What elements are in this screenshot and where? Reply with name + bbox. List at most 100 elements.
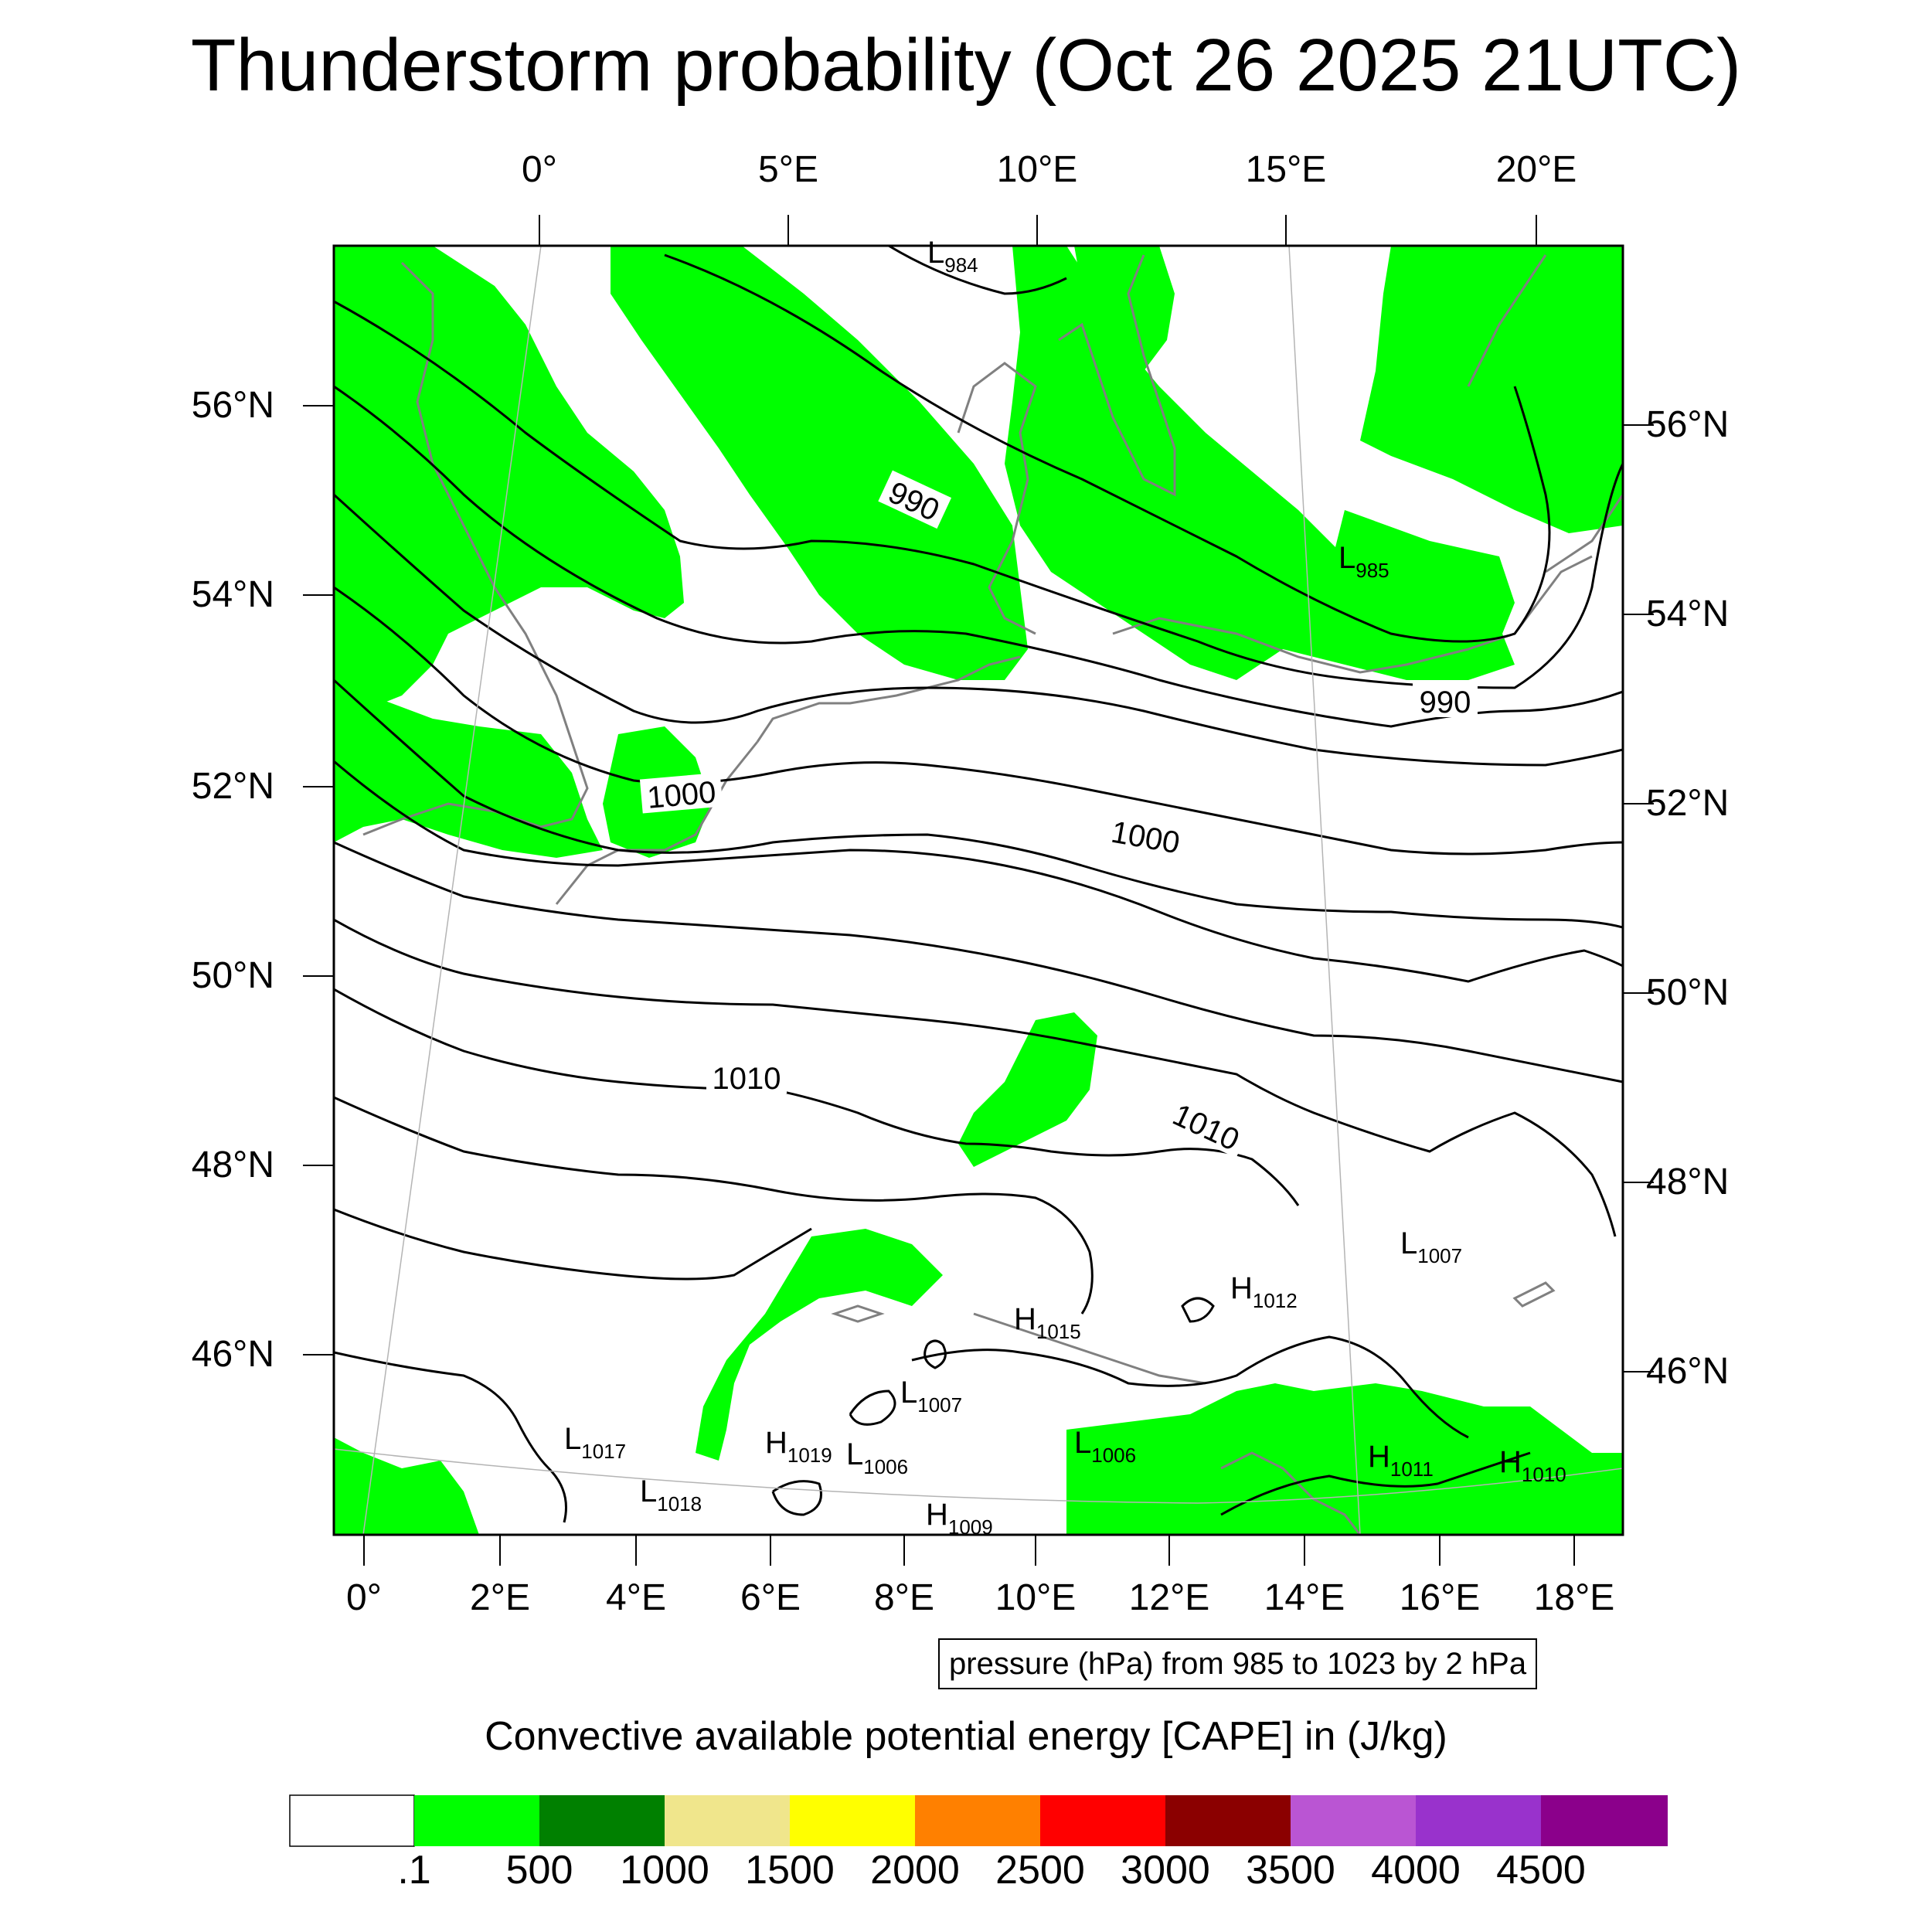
bottom-lon-label: 4°E xyxy=(606,1577,666,1618)
right-lat-label: 50°N xyxy=(1646,972,1730,1013)
coastline-netherlands-germany xyxy=(756,655,1021,743)
parallel-45n xyxy=(334,1448,1623,1504)
coastline-sweden xyxy=(1058,254,1176,497)
cape-area-adriatic xyxy=(1066,1383,1623,1535)
coastline-denmark xyxy=(957,362,1037,635)
cape-area-uk-south xyxy=(334,665,603,858)
colorbar-label: 500 xyxy=(505,1848,573,1893)
colorbar-swatch xyxy=(915,1795,1040,1846)
graticule xyxy=(334,246,1623,1535)
right-lat-label: 46°N xyxy=(1646,1351,1730,1392)
isobar-996 xyxy=(334,679,1623,929)
left-lat-label: 46°N xyxy=(191,1334,274,1375)
colorbar-label: 3000 xyxy=(1121,1848,1210,1893)
isobar-994 xyxy=(334,586,1623,855)
map-title: Thunderstorm probability (Oct 26 2025 21… xyxy=(190,24,1742,107)
pressure-center: H1009 xyxy=(926,1498,993,1539)
isobar-local-3 xyxy=(771,1480,822,1516)
bottom-lon-label: 0° xyxy=(346,1577,382,1618)
cape-area-sweden xyxy=(1074,246,1175,371)
bottom-lon-label: 14°E xyxy=(1264,1577,1345,1618)
pressure-center: L1006 xyxy=(846,1437,908,1478)
right-lat-label: 54°N xyxy=(1646,594,1730,634)
top-lon-label: 5°E xyxy=(758,149,818,190)
isobar-1004 xyxy=(334,988,1300,1206)
pressure-center: L1017 xyxy=(564,1422,626,1463)
isobar-1002 xyxy=(334,918,1617,1237)
axis-ticks xyxy=(303,215,1654,1566)
cape-area-baltic-east xyxy=(1360,246,1623,533)
cape-area-southwest xyxy=(334,1437,479,1535)
pressure-centers: L984 L985 L1007 H1012 H1015 L1007 L1017 … xyxy=(564,236,1566,1539)
bottom-lon-label: 10°E xyxy=(995,1577,1077,1618)
bottom-lon-label: 6°E xyxy=(740,1577,801,1618)
coastline-uk xyxy=(362,261,589,836)
pressure-center: H1011 xyxy=(1368,1440,1434,1481)
colorbar xyxy=(289,1794,1668,1847)
colorbar-swatch xyxy=(414,1795,539,1846)
isobar-1008 xyxy=(334,1208,812,1281)
isobar-998 xyxy=(334,760,1623,983)
pressure-center: H1012 xyxy=(1230,1271,1298,1312)
isobar-local-1 xyxy=(923,1339,947,1369)
bottom-lon-label: 16°E xyxy=(1399,1577,1481,1618)
bottom-lon-label: 8°E xyxy=(874,1577,934,1618)
contour-label: 1000 xyxy=(1109,815,1182,861)
left-lat-label: 56°N xyxy=(191,385,274,426)
pressure-center: H1015 xyxy=(1014,1302,1081,1343)
isobar-local-2 xyxy=(849,1389,896,1426)
colorbar-label: 1000 xyxy=(620,1848,709,1893)
pressure-center: L1018 xyxy=(640,1475,702,1515)
cape-fields xyxy=(334,246,1623,1535)
pressure-center: H1019 xyxy=(765,1426,832,1467)
pressure-center: L985 xyxy=(1338,541,1389,582)
lake-geneva xyxy=(831,1304,885,1323)
right-lat-label: 52°N xyxy=(1646,783,1730,824)
isobar-1010 xyxy=(334,1351,567,1523)
pressure-center: H1010 xyxy=(1499,1445,1566,1486)
colorbar-label: 4500 xyxy=(1496,1848,1586,1893)
isobar-988 xyxy=(334,300,1623,689)
colorbar-swatch xyxy=(665,1795,790,1846)
cape-area-switzerland-arc xyxy=(696,1229,943,1461)
top-lon-label: 15°E xyxy=(1245,149,1327,190)
colorbar-swatch xyxy=(1291,1795,1416,1846)
isobar-1012 xyxy=(911,1335,1469,1439)
colorbar-swatch xyxy=(1165,1795,1291,1846)
pressure-center: L1007 xyxy=(900,1376,962,1417)
colorbar-title: Convective available potential energy [C… xyxy=(485,1714,1447,1759)
bottom-lon-label: 18°E xyxy=(1533,1577,1615,1618)
right-lat-label: 56°N xyxy=(1646,404,1730,445)
coastline-baltic-east xyxy=(1467,254,1623,573)
isobar-992 xyxy=(334,493,1623,767)
cape-area-poland-north xyxy=(1329,510,1515,657)
meridian-0 xyxy=(362,246,542,1535)
left-lat-label: 50°N xyxy=(191,955,274,996)
pressure-center: L984 xyxy=(927,236,978,277)
colorbar-label: 2500 xyxy=(995,1848,1085,1893)
top-lon-label: 20°E xyxy=(1495,149,1577,190)
coastline-adriatic xyxy=(1220,1451,1362,1535)
top-lon-label: 10°E xyxy=(996,149,1078,190)
colorbar-swatch xyxy=(790,1795,915,1846)
colorbar-label: .1 xyxy=(397,1848,431,1893)
colorbar-label: 4000 xyxy=(1371,1848,1461,1893)
coastline-baltic-south xyxy=(1112,555,1593,674)
isobar-local-4 xyxy=(1181,1297,1215,1323)
lake-balaton xyxy=(1512,1281,1556,1308)
contour-info-box: pressure (hPa) from 985 to 1023 by 2 hPa xyxy=(938,1638,1538,1689)
colorbar-label: 1500 xyxy=(745,1848,835,1893)
cape-area-north-sea-band xyxy=(611,246,1028,680)
isobar-986 xyxy=(664,253,1551,643)
contour-label: 990 xyxy=(1420,685,1471,719)
colorbar-swatch xyxy=(289,1794,415,1847)
pressure-center: L1007 xyxy=(1400,1226,1462,1267)
colorbar-label: 3500 xyxy=(1246,1848,1335,1893)
colorbar-label: 2000 xyxy=(870,1848,960,1893)
colorbar-swatch xyxy=(539,1795,665,1846)
right-lat-label: 48°N xyxy=(1646,1162,1730,1202)
colorbar-swatch xyxy=(1541,1795,1668,1846)
top-lon-label: 0° xyxy=(522,149,557,190)
isobar-1000 xyxy=(334,841,1623,1083)
